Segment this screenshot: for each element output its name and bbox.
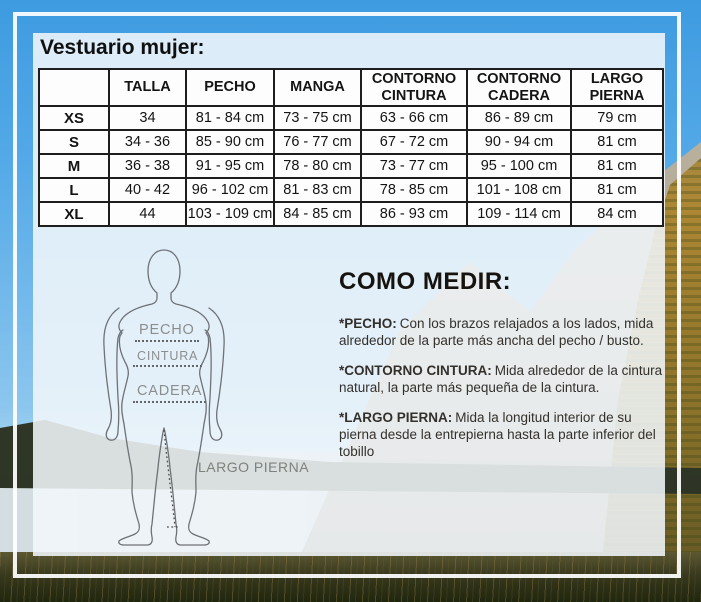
cell-size: XL	[38, 201, 110, 227]
column-header-largo-pierna: LARGO PIERNA	[570, 68, 664, 107]
cell-size: L	[38, 177, 110, 203]
table-row-xs: XS 34 81 - 84 cm 73 - 75 cm 63 - 66 cm 8…	[38, 105, 664, 131]
cell-largo: 79 cm	[570, 105, 664, 131]
table-row-m: M 36 - 38 91 - 95 cm 78 - 80 cm 73 - 77 …	[38, 153, 664, 179]
cell-pecho: 103 - 109 cm	[185, 201, 275, 227]
cell-talla: 34 - 36	[108, 129, 187, 155]
column-header-contorno-cintura: CONTORNO CINTURA	[360, 68, 468, 107]
photo-frame-border	[13, 12, 681, 578]
cell-talla: 34	[108, 105, 187, 131]
measure-item-largo-pierna: *LARGO PIERNA: Mida la longitud interior …	[339, 409, 663, 460]
cell-size: XS	[38, 105, 110, 131]
measure-item-text: Con los brazos relajados a los lados, mi…	[339, 316, 654, 348]
cell-size: M	[38, 153, 110, 179]
cell-cintura: 63 - 66 cm	[360, 105, 468, 131]
cell-largo: 81 cm	[570, 177, 664, 203]
measure-item-label: *LARGO PIERNA:	[339, 410, 453, 425]
cell-cintura: 67 - 72 cm	[360, 129, 468, 155]
figure-label-pecho: PECHO	[135, 322, 199, 342]
cell-size: S	[38, 129, 110, 155]
cell-manga: 78 - 80 cm	[273, 153, 362, 179]
cell-manga: 84 - 85 cm	[273, 201, 362, 227]
figure-label-largo-pierna: LARGO PIERNA	[198, 459, 310, 475]
cell-largo: 81 cm	[570, 153, 664, 179]
table-row-s: S 34 - 36 85 - 90 cm 76 - 77 cm 67 - 72 …	[38, 129, 664, 155]
how-to-measure-heading: COMO MEDIR:	[339, 268, 512, 295]
body-outline-drawing	[103, 249, 225, 546]
table-row-l: L 40 - 42 96 - 102 cm 81 - 83 cm 78 - 85…	[38, 177, 664, 203]
body-measurement-figure: PECHO CINTURA CADERA LARGO PIERNA	[93, 246, 309, 548]
column-header-manga: MANGA	[273, 68, 362, 107]
cell-cadera: 86 - 89 cm	[466, 105, 572, 131]
cell-talla: 44	[108, 201, 187, 227]
column-header-pecho: PECHO	[185, 68, 275, 107]
cell-pecho: 85 - 90 cm	[185, 129, 275, 155]
cell-largo: 84 cm	[570, 201, 664, 227]
figure-label-cintura: CINTURA	[133, 349, 203, 367]
table-header-row: TALLA PECHO MANGA CONTORNO CINTURA CONTO…	[38, 68, 664, 107]
cell-manga: 76 - 77 cm	[273, 129, 362, 155]
column-header-talla: TALLA	[108, 68, 187, 107]
column-header-contorno-cadera: CONTORNO CADERA	[466, 68, 572, 107]
cell-largo: 81 cm	[570, 129, 664, 155]
table-row-xl: XL 44 103 - 109 cm 84 - 85 cm 86 - 93 cm…	[38, 201, 664, 227]
measure-item-label: *PECHO:	[339, 316, 397, 331]
cell-cintura: 78 - 85 cm	[360, 177, 468, 203]
figure-label-cadera: CADERA	[133, 383, 207, 403]
measure-item-text: Mida alrededor de la cintura natural, la…	[339, 363, 663, 395]
cell-manga: 81 - 83 cm	[273, 177, 362, 203]
cell-talla: 40 - 42	[108, 177, 187, 203]
how-to-measure-section: COMO MEDIR: *PECHO: Con los brazos relaja…	[339, 268, 663, 473]
measure-item-label: *CONTORNO CINTURA:	[339, 363, 492, 378]
cell-cintura: 86 - 93 cm	[360, 201, 468, 227]
cell-manga: 73 - 75 cm	[273, 105, 362, 131]
cell-pecho: 96 - 102 cm	[185, 177, 275, 203]
cell-cintura: 73 - 77 cm	[360, 153, 468, 179]
cell-cadera: 109 - 114 cm	[466, 201, 572, 227]
column-header-size	[38, 68, 110, 107]
size-table: TALLA PECHO MANGA CONTORNO CINTURA CONTO…	[38, 68, 664, 227]
page-title: Vestuario mujer:	[40, 36, 205, 59]
cell-pecho: 81 - 84 cm	[185, 105, 275, 131]
measure-item-contorno-cintura: *CONTORNO CINTURA: Mida alrededor de la c…	[339, 362, 663, 396]
cell-cadera: 90 - 94 cm	[466, 129, 572, 155]
cell-cadera: 101 - 108 cm	[466, 177, 572, 203]
measure-item-text: Mida la longitud interior de su pierna d…	[339, 410, 656, 459]
cell-pecho: 91 - 95 cm	[185, 153, 275, 179]
cell-cadera: 95 - 100 cm	[466, 153, 572, 179]
measure-item-pecho: *PECHO: Con los brazos relajados a los la…	[339, 315, 663, 349]
leg-length-dotted-line	[163, 429, 179, 528]
cell-talla: 36 - 38	[108, 153, 187, 179]
